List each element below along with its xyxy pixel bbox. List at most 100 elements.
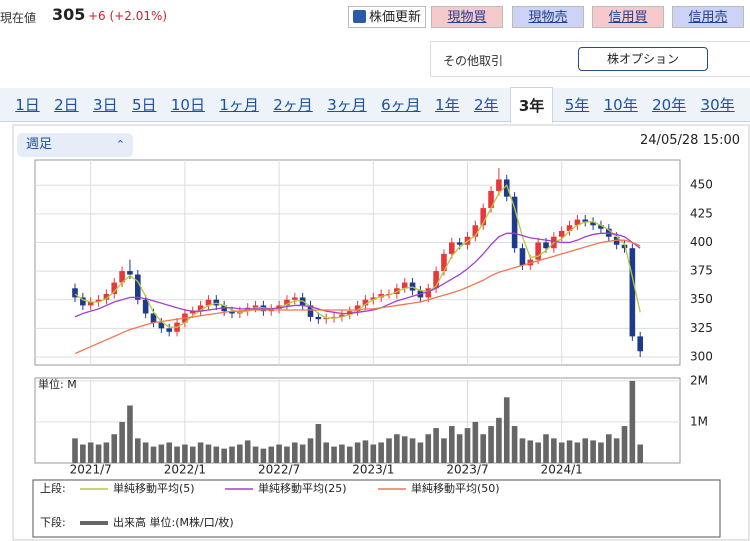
volume-bar — [205, 444, 212, 463]
volume-bar — [127, 405, 133, 463]
volume-bar — [386, 438, 392, 463]
buy-button[interactable]: 現物買 — [431, 6, 503, 28]
candle-body — [480, 208, 486, 226]
period-tab[interactable]: 10日 — [170, 96, 205, 114]
period-tab[interactable]: 1ヶ月 — [219, 96, 259, 114]
volume-bar — [197, 442, 204, 463]
period-tab[interactable]: 1日 — [15, 96, 40, 114]
volume-bar — [598, 442, 604, 463]
candle-body — [103, 293, 110, 300]
volume-bar — [637, 444, 643, 463]
other-trade-label: その他取引 — [443, 54, 504, 68]
volume-bar — [417, 442, 424, 463]
period-tab[interactable]: 5日 — [131, 96, 157, 114]
refresh-label: 株価更新 — [368, 10, 421, 25]
candle-body — [574, 219, 581, 226]
period-tab[interactable]: 3日 — [93, 96, 118, 114]
volume-tick-label: 1M — [690, 414, 708, 428]
margin-buy-button[interactable]: 信用買 — [592, 6, 664, 28]
candle-body — [166, 328, 172, 332]
volume-bar — [629, 380, 636, 463]
volume-bar — [119, 421, 125, 463]
volume-bar — [260, 448, 267, 463]
candle-body — [339, 314, 345, 317]
chevron: ⌃ — [115, 138, 125, 151]
volume-bar — [543, 434, 549, 463]
ma-line — [74, 232, 641, 318]
period-tabs: 1日 2日 3日 5日 10日 1ヶ月 2ヶ月 3ヶ月 6ヶ月 1年 2年 3年 5年 10年 20年 30年 — [0, 86, 750, 123]
volume-bar — [252, 446, 259, 463]
volume-bar — [315, 423, 322, 463]
volume-bar — [378, 442, 384, 463]
period-tab[interactable]: 3年 — [509, 86, 554, 123]
volume-bar — [72, 438, 78, 463]
interval-select[interactable]: 週足 ⌃ — [17, 133, 133, 157]
volume-bar — [268, 446, 275, 463]
price-panel — [34, 159, 681, 366]
period-tab[interactable]: 20年 — [652, 96, 687, 114]
refresh-icon — [352, 10, 366, 23]
sell-button[interactable]: 現物売 — [512, 6, 584, 28]
candle-body — [433, 271, 439, 289]
volume-bar — [370, 444, 377, 463]
candle-body — [401, 282, 408, 289]
volume-bar — [590, 440, 596, 463]
candle-body — [362, 299, 369, 306]
candle-body — [205, 299, 212, 306]
candle-body — [292, 297, 298, 300]
x-tick-label: 2023/1 — [352, 463, 394, 477]
legend-lower: 下段: — [40, 515, 66, 529]
refresh-button[interactable]: 株価更新 — [348, 6, 426, 28]
period-tab[interactable]: 3ヶ月 — [327, 96, 367, 114]
period-tab[interactable]: 30年 — [700, 96, 735, 114]
candle-body — [425, 288, 432, 298]
volume-bar — [142, 442, 149, 463]
volume-bar — [433, 428, 439, 463]
candle-body — [535, 242, 541, 260]
volume-bar — [229, 446, 235, 463]
candle-body — [111, 282, 118, 294]
candle-body — [598, 225, 604, 229]
candle-body — [637, 336, 643, 352]
period-tab[interactable]: 5年 — [564, 96, 590, 114]
ma-line — [74, 239, 641, 355]
period-tab[interactable]: 2ヶ月 — [273, 96, 313, 114]
period-tab[interactable]: 6ヶ月 — [381, 96, 421, 114]
y-tick-label: 300 — [690, 349, 713, 363]
option-button[interactable]: 株オプション — [578, 47, 708, 71]
plot: 300 325 350 375 400 425 450 1M 2M 単位: M 2021/7 2022… — [35, 160, 713, 529]
period-tab[interactable]: 2日 — [54, 96, 79, 114]
volume-bar — [441, 438, 447, 463]
volume-bar — [409, 438, 416, 463]
candle-body — [158, 322, 165, 329]
volume-bar — [394, 434, 400, 463]
volume-bar — [551, 438, 557, 463]
volume-bar — [158, 444, 165, 463]
volume-bar — [95, 444, 102, 463]
candle-body — [511, 196, 518, 249]
legend-box — [32, 479, 721, 538]
candle-body — [87, 302, 94, 306]
volume-bar — [323, 442, 329, 463]
volume-bar — [111, 434, 118, 463]
margin-sell-button[interactable]: 信用売 — [672, 6, 744, 28]
volume-bar — [511, 426, 518, 463]
period-tab[interactable]: 10年 — [603, 96, 638, 114]
volume-bar — [182, 444, 188, 463]
volume-bar — [213, 446, 220, 463]
candle-body — [370, 297, 377, 300]
candle-body — [449, 242, 455, 254]
candle-body — [582, 219, 589, 222]
volume-bar — [244, 440, 251, 463]
candle-body — [284, 299, 290, 306]
candle-body — [519, 248, 526, 266]
period-tab[interactable]: 1年 — [435, 96, 460, 114]
x-tick-label: 2021/7 — [70, 463, 112, 477]
candle-body — [472, 225, 479, 237]
candle-body — [80, 297, 86, 306]
period-tab[interactable]: 2年 — [473, 96, 499, 114]
volume-bar — [166, 442, 172, 463]
volume-bar — [480, 434, 486, 463]
candle-body — [95, 299, 102, 303]
